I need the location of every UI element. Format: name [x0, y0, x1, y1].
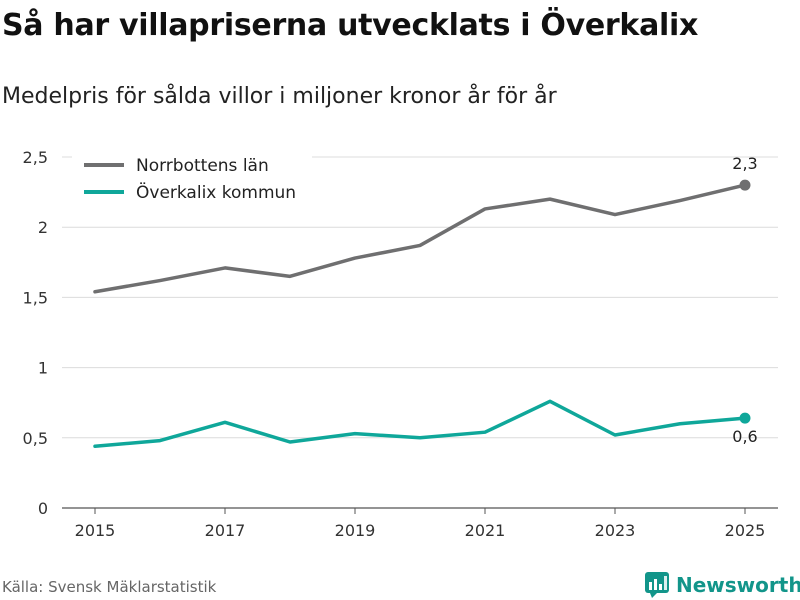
x-tick-label: 2015: [75, 521, 116, 540]
series-end-point: [739, 412, 751, 424]
y-tick-label: 1: [38, 359, 48, 378]
series-line: [93, 183, 747, 294]
series-1: 0,6: [93, 399, 758, 448]
brand-logo[interactable]: Newsworthy: [644, 570, 800, 600]
series-0: 2,3: [93, 154, 758, 294]
grid-lines: [62, 156, 778, 509]
newsworthy-logo-icon: [645, 572, 669, 598]
x-tick-label: 2021: [465, 521, 506, 540]
y-tick-label: 1,5: [23, 288, 48, 307]
x-axis: 2015 2017 2019 2021 2023 2025: [75, 508, 766, 540]
series-line: [93, 399, 747, 448]
chart-subtitle: Medelpris för sålda villor i miljoner kr…: [2, 84, 557, 109]
y-tick-label: 0,5: [23, 429, 48, 448]
x-tick-label: 2019: [335, 521, 376, 540]
legend-label: Norrbottens län: [136, 156, 269, 176]
series-end-label: 2,3: [732, 154, 757, 173]
legend-background: [72, 150, 312, 208]
x-tick-label: 2025: [725, 521, 766, 540]
y-tick-label: 2,5: [23, 148, 48, 167]
series-end-label: 0,6: [732, 427, 757, 446]
series-lines: 2,3 0,6: [93, 154, 758, 448]
x-tick-label: 2017: [205, 521, 246, 540]
y-tick-label: 0: [38, 499, 48, 518]
y-tick-label: 2: [38, 218, 48, 237]
y-axis: 0 0,5 1 1,5 2 2,5: [23, 148, 48, 518]
legend-label: Överkalix kommun: [136, 181, 296, 203]
x-tick-label: 2023: [595, 521, 636, 540]
brand-name: Newsworthy: [676, 573, 800, 597]
source-note: Källa: Svensk Mäklarstatistik: [2, 578, 217, 596]
legend: Norrbottens län Överkalix kommun: [72, 150, 312, 208]
series-end-point: [739, 179, 751, 191]
chart-title: Så har villapriserna utvecklats i Överka…: [2, 8, 699, 43]
